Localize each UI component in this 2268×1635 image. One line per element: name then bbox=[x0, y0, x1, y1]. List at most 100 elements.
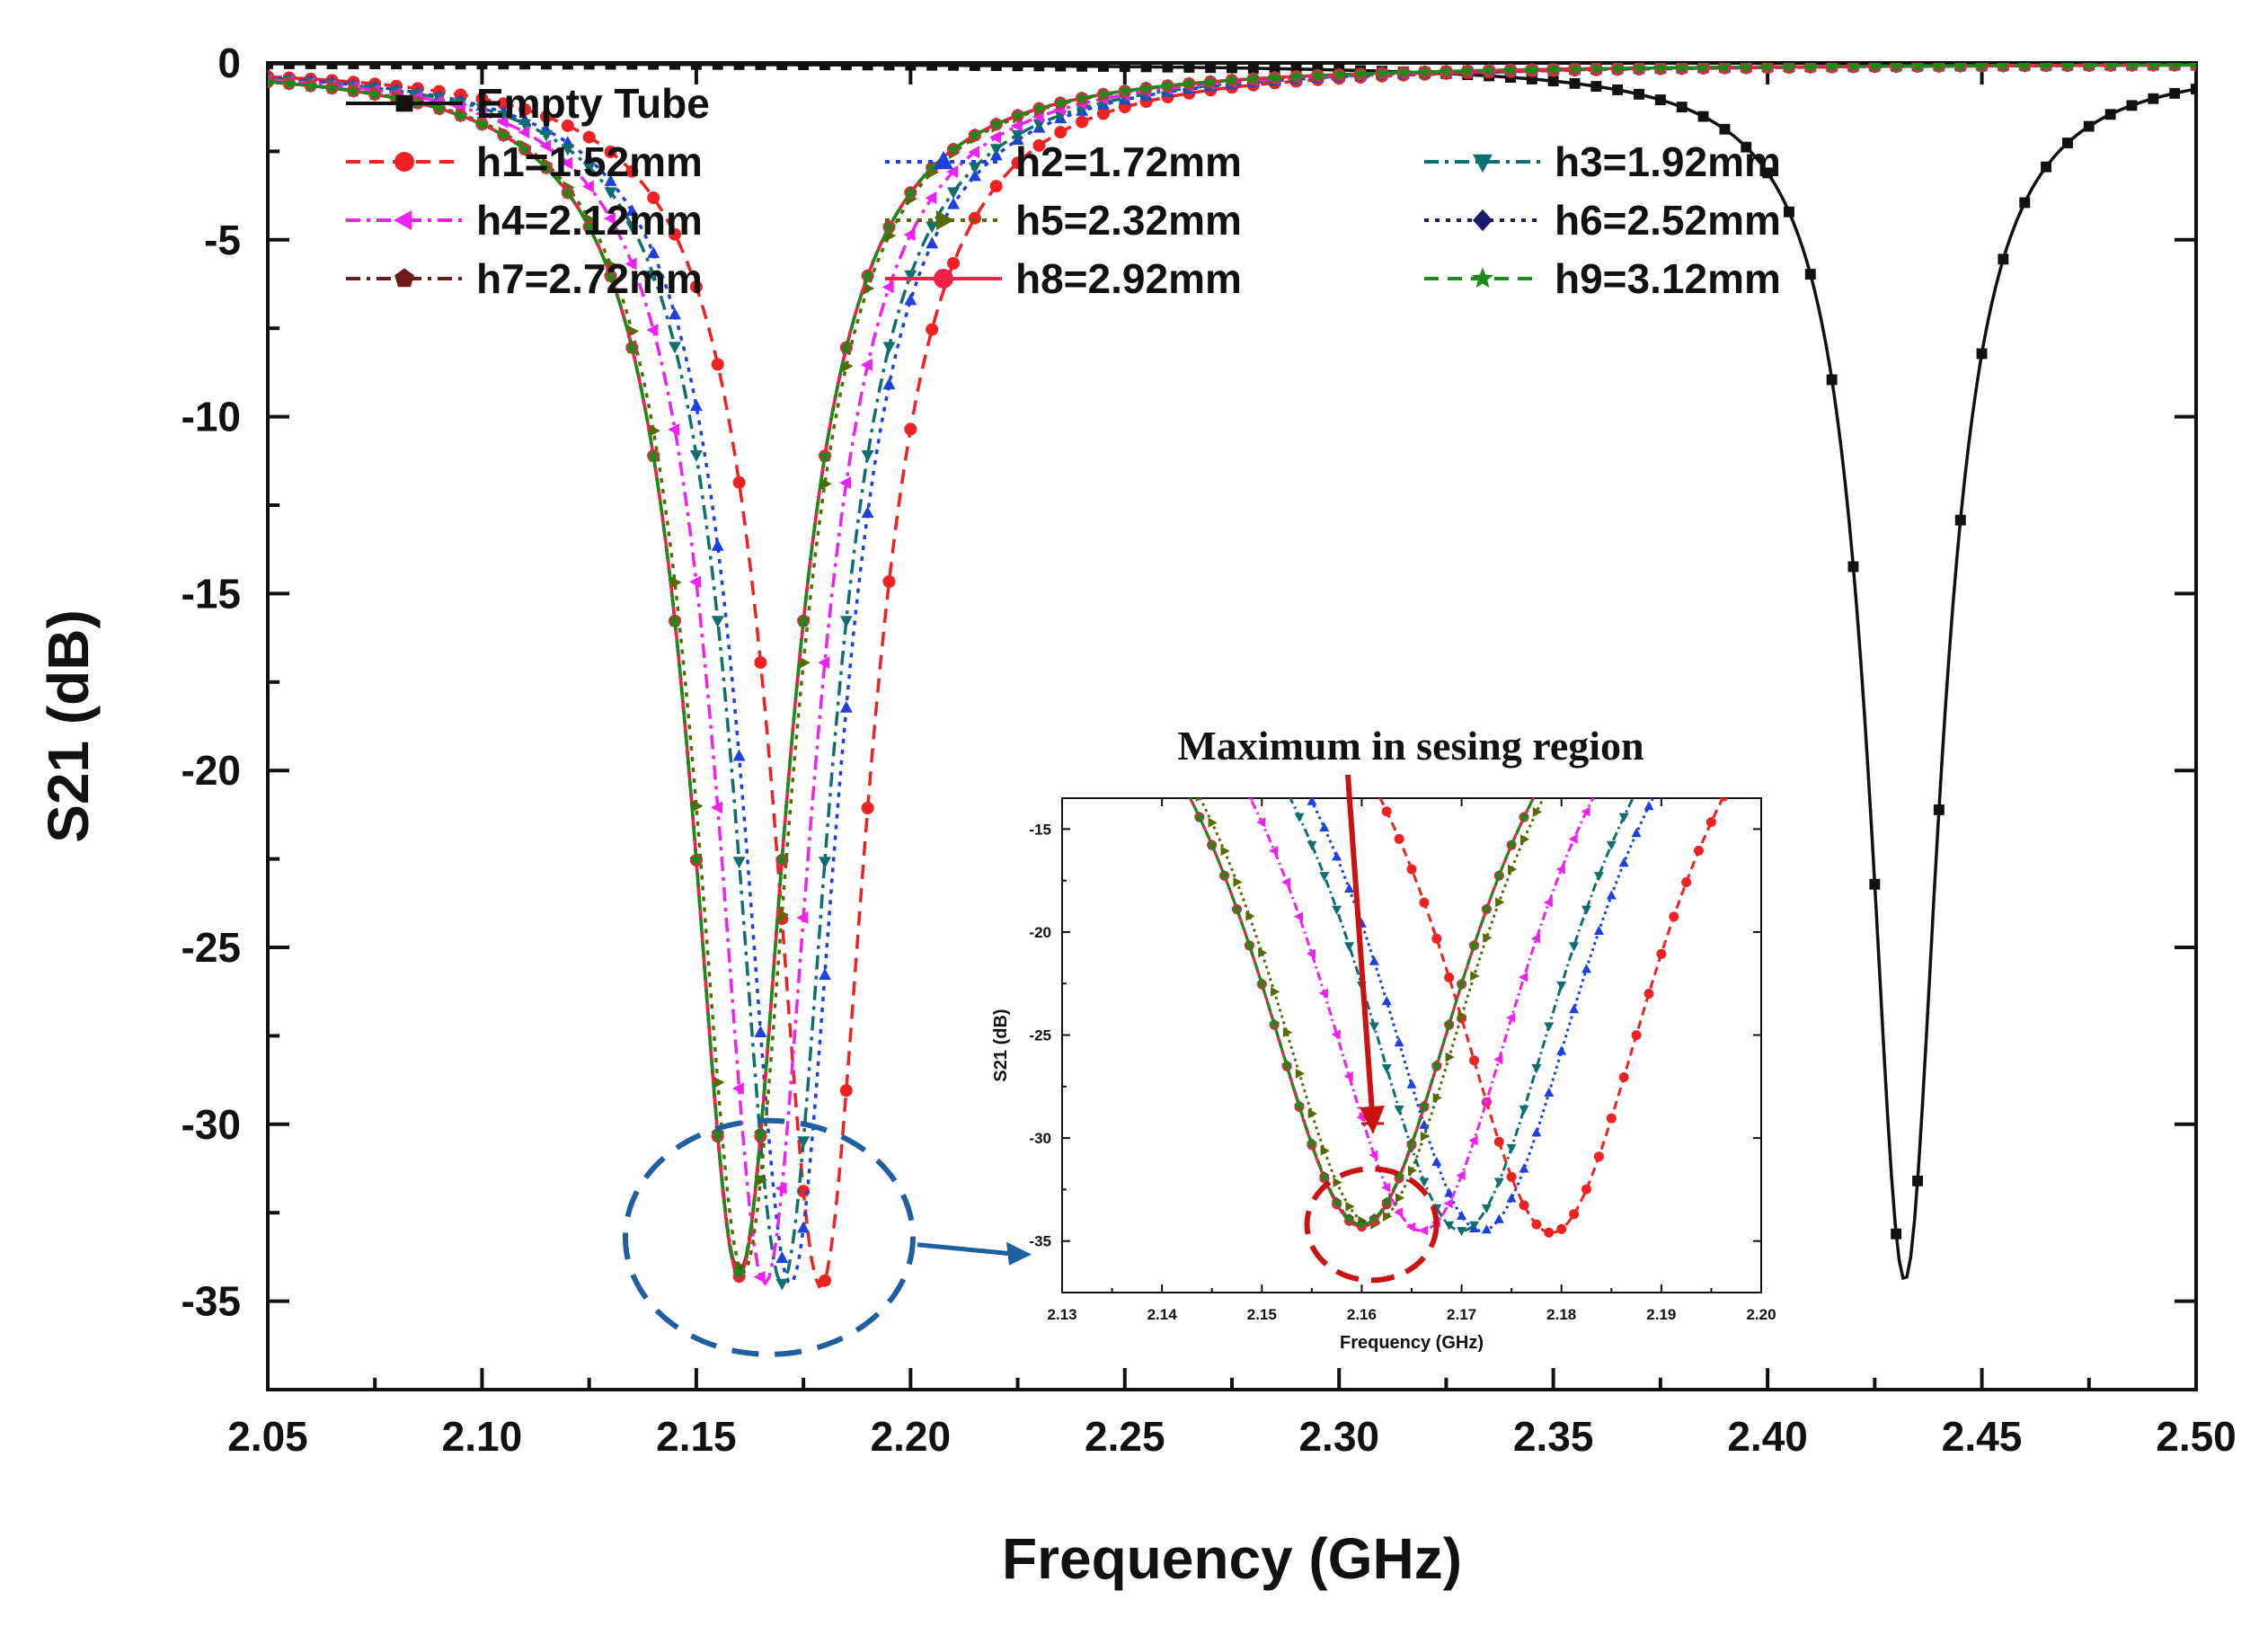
main-data-point-h3-1-92mm bbox=[947, 187, 960, 200]
main-data-point-h1-1-52mm bbox=[882, 575, 896, 588]
main-data-point-h1-1-52mm bbox=[1076, 115, 1089, 129]
main-data-point-empty-tube bbox=[905, 63, 917, 71]
main-data-point-h3-1-92mm bbox=[647, 270, 660, 282]
inset-x-axis-title: Frequency (GHz) bbox=[1340, 1333, 1484, 1353]
inset-data-point-h2-1-72mm bbox=[1381, 996, 1392, 1006]
inset-data-point-h8-2-92mm bbox=[1107, 681, 1117, 691]
legend-marker-h8-2-92mm bbox=[934, 269, 953, 289]
main-data-point-h2-1-72mm bbox=[582, 152, 596, 164]
inset-x-tick-label: 2.19 bbox=[1646, 1306, 1676, 1323]
inset-data-point-h2-1-72mm bbox=[1120, 607, 1130, 616]
inset-data-point-h2-1-72mm bbox=[1643, 801, 1654, 811]
inset-data-point-h2-1-72mm bbox=[1656, 777, 1666, 786]
main-data-point-h3-1-92mm bbox=[775, 1278, 789, 1291]
main-data-point-h9-3-12mm bbox=[1139, 81, 1154, 94]
main-data-point-h4-2-12mm bbox=[668, 422, 680, 436]
inset-data-point-h8-2-92mm bbox=[1607, 681, 1617, 691]
main-data-point-h9-3-12mm bbox=[646, 449, 660, 463]
inset-background bbox=[1062, 798, 1761, 1293]
inset-data-point-h2-1-72mm bbox=[1493, 1213, 1504, 1223]
main-data-point-empty-tube bbox=[562, 63, 573, 70]
inset-data-point-h4-2-12mm bbox=[1394, 1207, 1404, 1218]
main-data-point-h9-3-12mm bbox=[903, 185, 917, 200]
inset-data-point-h6-2-52mm bbox=[1120, 694, 1130, 705]
inset-data-point-h5-2-32mm bbox=[1445, 1052, 1455, 1062]
inset-data-point-h1-1-52mm bbox=[1257, 645, 1267, 655]
inset-data-point-h7-2-72mm bbox=[1694, 617, 1704, 626]
inset-data-point-h9-3-12mm bbox=[1269, 1018, 1280, 1029]
main-data-point-h9-3-12mm bbox=[1546, 63, 1561, 76]
inset-data-point-h2-1-72mm bbox=[1295, 772, 1305, 781]
inset-data-point-h1-1-52mm bbox=[1719, 798, 1729, 802]
main-data-point-h4-2-12mm bbox=[882, 280, 894, 294]
inset-data-point-h3-1-92mm bbox=[1744, 649, 1754, 658]
legend-marker-empty-tube bbox=[395, 94, 413, 112]
main-data-point-empty-tube bbox=[1719, 123, 1731, 135]
main-data-point-empty-tube bbox=[1269, 63, 1280, 75]
main-x-tick-label: 2.05 bbox=[227, 1413, 308, 1460]
inset-data-point-h7-2-72mm bbox=[1594, 694, 1604, 703]
main-data-point-empty-tube bbox=[1033, 63, 1045, 72]
inset-data-point-h7-2-72mm bbox=[1744, 595, 1754, 604]
inset-data-point-h1-1-52mm bbox=[1469, 1055, 1479, 1066]
inset-data-point-h9-3-12mm bbox=[1119, 694, 1130, 705]
inset-data-point-h4-2-12mm bbox=[1256, 817, 1266, 828]
inset-data-point-h2-1-72mm bbox=[1506, 1193, 1517, 1203]
main-data-point-h9-3-12mm bbox=[453, 108, 468, 122]
inset-data-point-h9-3-12mm bbox=[1293, 1099, 1305, 1111]
main-y-tick-label: -10 bbox=[182, 394, 241, 440]
inset-data-point-h5-2-32mm bbox=[1658, 646, 1667, 656]
inset-data-point-h7-2-72mm bbox=[1120, 694, 1130, 703]
inset-data-point-h3-1-92mm bbox=[1656, 745, 1666, 754]
inset-series-layer bbox=[1094, 591, 1767, 1238]
inset-data-point-h5-2-32mm bbox=[1345, 1201, 1355, 1212]
main-data-point-h9-3-12mm bbox=[1160, 78, 1175, 92]
main-data-point-h3-1-92mm bbox=[839, 616, 853, 628]
legend-entry-empty-tube: Empty Tube bbox=[346, 80, 710, 127]
main-data-point-h9-3-12mm bbox=[1889, 63, 1903, 73]
main-data-point-h1-1-52mm bbox=[1032, 138, 1046, 152]
inset-data-point-h6-2-52mm bbox=[1694, 617, 1704, 627]
main-data-point-h1-1-52mm bbox=[647, 191, 660, 204]
main-data-point-h9-3-12mm bbox=[1803, 63, 1818, 73]
main-data-point-h2-1-72mm bbox=[926, 236, 939, 249]
main-data-point-h4-2-12mm bbox=[474, 107, 487, 120]
inset-data-point-h8-2-92mm bbox=[1094, 669, 1104, 679]
main-data-point-empty-tube bbox=[969, 63, 980, 71]
inset-data-point-h4-2-12mm bbox=[1543, 897, 1553, 908]
inset-data-point-h4-2-12mm bbox=[1506, 1012, 1516, 1023]
inset-data-point-h4-2-12mm bbox=[1568, 833, 1578, 844]
inset-data-point-h3-1-92mm bbox=[1719, 670, 1729, 679]
inset-data-point-h8-2-92mm bbox=[1632, 658, 1642, 668]
main-data-point-h4-2-12mm bbox=[968, 146, 980, 159]
inset-data-point-h7-2-72mm bbox=[1619, 669, 1629, 678]
inset-data-point-h5-2-32mm bbox=[1183, 769, 1192, 778]
inset-data-point-h8-2-92mm bbox=[1594, 694, 1604, 704]
main-data-point-empty-tube bbox=[1076, 63, 1087, 72]
main-data-point-empty-tube bbox=[840, 63, 852, 71]
inset-data-point-h9-3-12mm bbox=[1193, 811, 1205, 822]
inset-data-point-h6-2-52mm bbox=[1757, 591, 1767, 601]
inset-data-point-h9-3-12mm bbox=[1381, 1196, 1393, 1207]
main-data-point-h9-3-12mm bbox=[2104, 63, 2118, 71]
inset-annotation-arrowhead bbox=[1360, 1106, 1385, 1134]
inset-data-point-h5-2-32mm bbox=[1208, 817, 1218, 828]
main-data-point-empty-tube bbox=[1183, 63, 1195, 73]
inset-data-point-h4-2-12mm bbox=[1481, 1096, 1491, 1106]
inset-highlight-circle bbox=[1304, 1166, 1440, 1284]
main-y-tick-label: -30 bbox=[182, 1101, 241, 1148]
main-data-point-h9-3-12mm bbox=[1675, 63, 1689, 74]
main-data-point-empty-tube bbox=[1912, 1175, 1923, 1186]
inset-data-point-h9-3-12mm bbox=[1531, 786, 1542, 797]
inset-axes: 2.13 2.14 2.15 2.16 2.17 2.18 2.19 2.20 -15 -20 -2… bbox=[991, 797, 1776, 1353]
inset-data-point-h5-2-32mm bbox=[1470, 971, 1480, 982]
main-data-point-h1-1-52mm bbox=[754, 656, 767, 670]
inset-data-point-h1-1-52mm bbox=[1245, 636, 1254, 646]
main-data-point-h1-1-52mm bbox=[861, 802, 874, 814]
main-data-point-h3-1-92mm bbox=[904, 270, 917, 282]
inset-data-point-h4-2-12mm bbox=[1718, 637, 1727, 647]
legend-entry-h8-2-92mm: h8=2.92mm bbox=[885, 255, 1242, 302]
inset-data-point-h9-3-12mm bbox=[1394, 1170, 1405, 1182]
inset-data-point-h2-1-72mm bbox=[1706, 702, 1716, 711]
